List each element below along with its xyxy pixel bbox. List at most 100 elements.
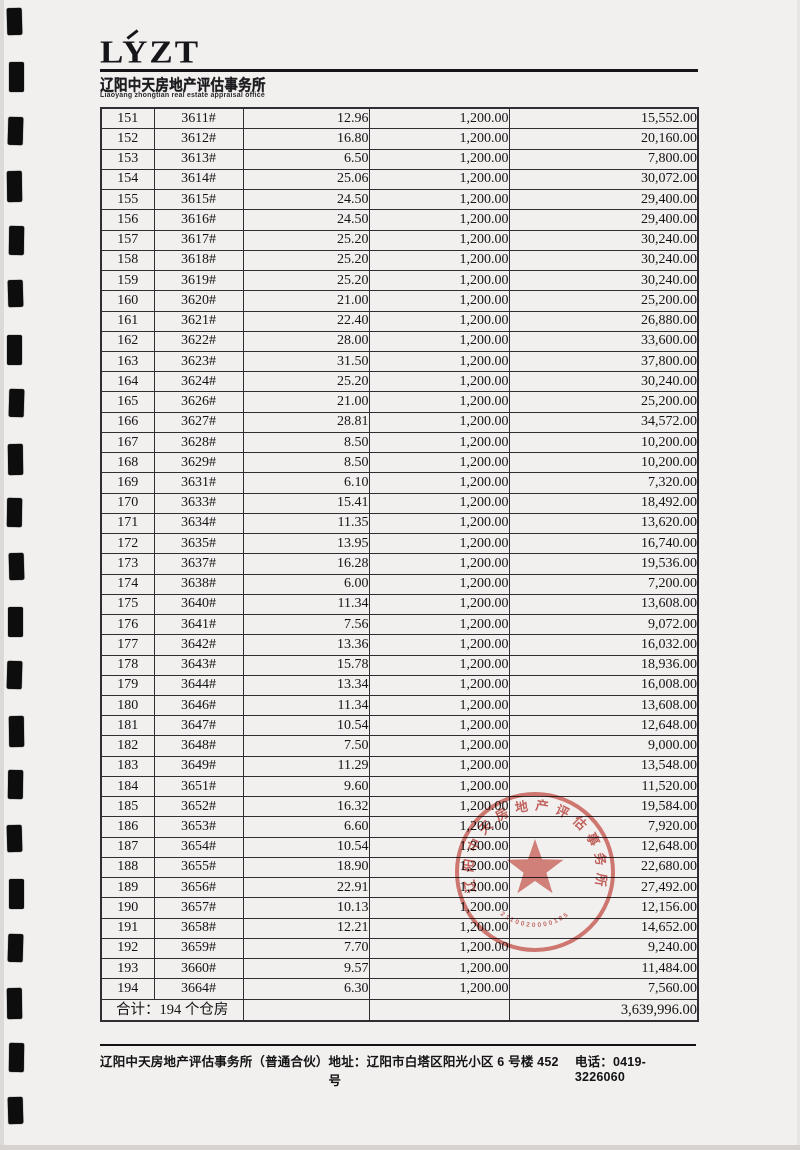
cell-row-number: 158 bbox=[100, 249, 155, 272]
table-row: 174 3638# 6.00 1,200.00 7,200.00 bbox=[100, 573, 699, 595]
table-row: 167 3628# 8.50 1,200.00 10,200.00 bbox=[100, 431, 699, 454]
cell-total: 7,200.00 bbox=[508, 573, 699, 595]
table-row: 169 3631# 6.10 1,200.00 7,320.00 bbox=[100, 472, 699, 494]
cell-unit-number: 3641# bbox=[153, 614, 244, 636]
cell-row-number: 191 bbox=[100, 917, 155, 939]
cell-unit-price: 1,200.00 bbox=[368, 917, 510, 939]
cell-area: 25.06 bbox=[242, 168, 370, 191]
table-row: 178 3643# 15.78 1,200.00 18,936.00 bbox=[100, 654, 699, 676]
footer-phone: 电话：0419-3226060 bbox=[574, 1055, 646, 1084]
cell-row-number: 177 bbox=[100, 634, 155, 656]
cell-unit-number: 3649# bbox=[153, 755, 244, 777]
cell-total: 11,520.00 bbox=[508, 775, 699, 798]
cell-total: 16,008.00 bbox=[508, 674, 699, 696]
cell-total: 19,584.00 bbox=[508, 796, 699, 818]
table-row: 186 3653# 6.60 1,200.00 7,920.00 bbox=[100, 816, 699, 838]
cell-unit-number: 3618# bbox=[153, 249, 244, 272]
table-row: 154 3614# 25.06 1,200.00 30,072.00 bbox=[100, 168, 699, 191]
cell-row-number: 182 bbox=[100, 735, 155, 757]
cell-area: 28.00 bbox=[242, 330, 370, 352]
cell-unit-number: 3657# bbox=[153, 897, 244, 919]
cell-total: 25,200.00 bbox=[508, 391, 699, 413]
cell-row-number: 154 bbox=[100, 168, 155, 191]
cell-area: 6.00 bbox=[242, 573, 370, 595]
table-row: 164 3624# 25.20 1,200.00 30,240.00 bbox=[100, 371, 699, 393]
footer: 辽阳中天房地产评估事务所（普通合伙） 地址：辽阳市白塔区阳光小区 6 号楼 45… bbox=[100, 1051, 696, 1089]
table-row: 168 3629# 8.50 1,200.00 10,200.00 bbox=[100, 452, 699, 474]
cell-unit-price: 1,200.00 bbox=[368, 614, 510, 636]
binding-hole bbox=[7, 933, 24, 962]
table-row: 189 3656# 22.91 1,200.00 27,492.00 bbox=[100, 877, 699, 899]
cell-unit-number: 3627# bbox=[153, 411, 244, 433]
cell-unit-price: 1,200.00 bbox=[368, 897, 510, 919]
cell-area: 22.91 bbox=[242, 877, 370, 899]
cell-unit-number: 3614# bbox=[153, 168, 244, 191]
footer-divider bbox=[100, 1044, 696, 1046]
cell-area: 15.78 bbox=[242, 654, 370, 676]
cell-area: 13.95 bbox=[242, 533, 370, 555]
cell-area: 11.35 bbox=[242, 512, 370, 535]
table-row: 165 3626# 21.00 1,200.00 25,200.00 bbox=[100, 391, 699, 413]
cell-total: 30,240.00 bbox=[508, 270, 699, 292]
table-row: 166 3627# 28.81 1,200.00 34,572.00 bbox=[100, 411, 699, 433]
binding-hole bbox=[6, 661, 23, 690]
cell-unit-number: 3654# bbox=[153, 836, 244, 858]
cell-row-number: 159 bbox=[100, 270, 155, 292]
cell-unit-number: 3634# bbox=[153, 512, 244, 535]
cell-unit-price: 1,200.00 bbox=[368, 978, 510, 1000]
cell-area: 24.50 bbox=[242, 189, 370, 211]
cell-unit-number: 3647# bbox=[153, 715, 244, 737]
cell-total: 16,032.00 bbox=[508, 634, 699, 656]
cell-total: 12,648.00 bbox=[508, 715, 699, 737]
binding-hole bbox=[8, 225, 25, 255]
cell-unit-number: 3644# bbox=[153, 674, 244, 696]
cell-area: 7.56 bbox=[242, 614, 370, 636]
cell-total: 16,740.00 bbox=[508, 533, 699, 555]
cell-area: 16.32 bbox=[242, 796, 370, 818]
cell-row-number: 173 bbox=[100, 553, 155, 575]
cell-unit-price: 1,200.00 bbox=[368, 330, 510, 352]
table-row: 151 3611# 12.96 1,200.00 15,552.00 bbox=[100, 107, 699, 130]
table-row: 172 3635# 13.95 1,200.00 16,740.00 bbox=[100, 533, 699, 555]
cell-total: 7,560.00 bbox=[508, 978, 699, 1000]
binding-hole bbox=[8, 606, 23, 637]
cell-total: 14,652.00 bbox=[508, 917, 699, 939]
cell-area: 21.00 bbox=[242, 290, 370, 312]
cell-area: 25.20 bbox=[242, 371, 370, 393]
cell-row-number: 175 bbox=[100, 593, 155, 616]
cell-total: 9,072.00 bbox=[508, 614, 699, 636]
cell-area: 6.30 bbox=[242, 978, 370, 1000]
cell-unit-price: 1,200.00 bbox=[368, 573, 510, 595]
cell-unit-price: 1,200.00 bbox=[368, 411, 510, 433]
cell-unit-price: 1,200.00 bbox=[368, 168, 510, 191]
cell-unit-number: 3629# bbox=[153, 452, 244, 474]
binding-hole bbox=[9, 62, 24, 93]
binding-hole bbox=[9, 879, 24, 910]
cell-unit-number: 3633# bbox=[153, 492, 244, 514]
cell-area: 16.28 bbox=[242, 553, 370, 575]
cell-unit-price: 1,200.00 bbox=[368, 209, 510, 231]
summary-area-cell bbox=[242, 998, 370, 1022]
cell-unit-number: 3643# bbox=[153, 654, 244, 676]
cell-row-number: 165 bbox=[100, 391, 155, 413]
cell-total: 12,156.00 bbox=[508, 897, 699, 919]
binding-hole bbox=[8, 1042, 25, 1072]
cell-unit-price: 1,200.00 bbox=[368, 715, 510, 737]
cell-unit-number: 3659# bbox=[153, 937, 244, 960]
cell-total: 12,648.00 bbox=[508, 836, 699, 858]
cell-unit-number: 3646# bbox=[153, 694, 244, 717]
cell-total: 7,920.00 bbox=[508, 816, 699, 838]
binding-hole bbox=[7, 1096, 24, 1125]
cell-row-number: 172 bbox=[100, 533, 155, 555]
cell-total: 10,200.00 bbox=[508, 452, 699, 474]
table-row: 163 3623# 31.50 1,200.00 37,800.00 bbox=[100, 350, 699, 373]
cell-area: 21.00 bbox=[242, 391, 370, 413]
cell-area: 8.50 bbox=[242, 452, 370, 474]
cell-total: 29,400.00 bbox=[508, 209, 699, 231]
cell-total: 30,240.00 bbox=[508, 371, 699, 393]
cell-unit-number: 3631# bbox=[153, 472, 244, 494]
cell-unit-number: 3652# bbox=[153, 796, 244, 818]
cell-area: 16.80 bbox=[242, 128, 370, 150]
cell-unit-price: 1,200.00 bbox=[368, 694, 510, 717]
cell-unit-price: 1,200.00 bbox=[368, 350, 510, 373]
